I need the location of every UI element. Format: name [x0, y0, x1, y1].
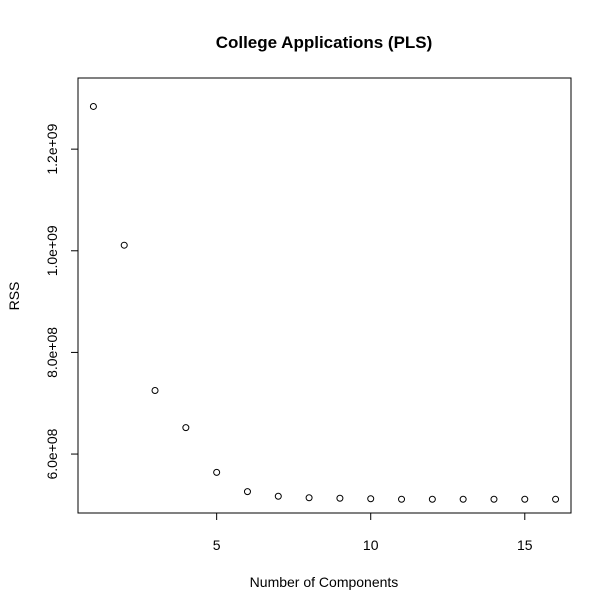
data-point	[490, 495, 498, 503]
data-point	[120, 241, 128, 249]
data-point	[213, 468, 221, 476]
data-point	[89, 102, 97, 110]
chart-title: College Applications (PLS)	[216, 33, 433, 52]
y-tick-label: 1.0e+09	[44, 225, 60, 276]
data-point	[151, 387, 159, 395]
data-point	[243, 488, 251, 496]
x-axis-label: Number of Components	[250, 574, 399, 590]
data-point	[459, 495, 467, 503]
y-tick-label: 1.2e+09	[44, 123, 60, 174]
data-points	[89, 102, 560, 503]
plot-frame	[77, 77, 572, 514]
data-point	[428, 495, 436, 503]
data-point	[336, 494, 344, 502]
y-axis-label: RSS	[6, 282, 22, 311]
x-tick-label: 5	[213, 537, 221, 553]
data-point	[367, 495, 375, 503]
data-point	[182, 424, 190, 432]
data-point	[398, 495, 406, 503]
y-axis: 6.0e+08 8.0e+08 1.0e+09 1.2e+09	[44, 123, 79, 480]
data-point	[305, 494, 313, 502]
y-tick-label: 8.0e+08	[44, 327, 60, 378]
x-tick-label: 15	[517, 537, 533, 553]
x-axis: 5 10 15	[213, 512, 533, 553]
x-tick-label: 10	[363, 537, 379, 553]
y-tick-label: 6.0e+08	[44, 428, 60, 479]
data-point	[552, 495, 560, 503]
data-point	[521, 495, 529, 503]
data-point	[274, 492, 282, 500]
